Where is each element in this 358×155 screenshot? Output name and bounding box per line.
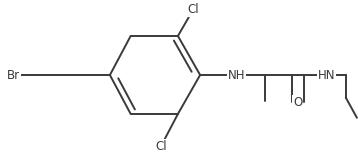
Text: Cl: Cl [188,3,199,16]
Text: O: O [293,96,303,109]
Text: Br: Br [6,69,20,82]
Text: HN: HN [318,69,335,82]
Text: Cl: Cl [155,140,167,153]
Text: NH: NH [228,69,245,82]
